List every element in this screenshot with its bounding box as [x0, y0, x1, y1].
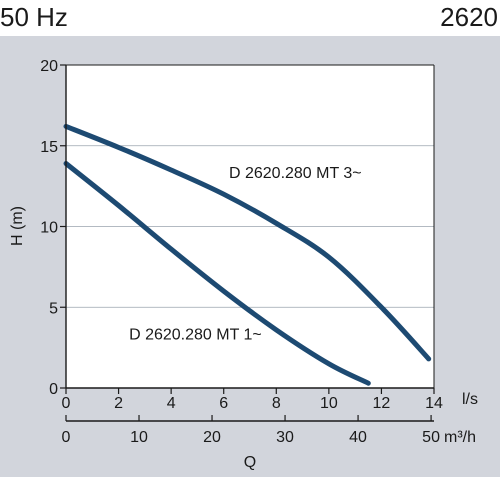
y-tick-label-15: 15	[40, 139, 58, 156]
x-tick-label-2: 2	[114, 395, 123, 412]
x2-tick-label-30: 30	[276, 429, 294, 446]
x2-tick-label-0: 0	[62, 429, 71, 446]
curve-label-1: D 2620.280 MT 1~	[129, 327, 262, 344]
model-number: 2620	[440, 2, 498, 32]
x-tick-label-0: 0	[62, 395, 71, 412]
x2-tick-label-40: 40	[349, 429, 367, 446]
x-tick-label-14: 14	[425, 395, 443, 412]
x2-tick-label-20: 20	[203, 429, 221, 446]
x-tick-label-12: 12	[373, 395, 391, 412]
curve-series-0	[63, 123, 432, 362]
y-tick-label-0: 0	[49, 381, 58, 398]
frequency-label: 50 Hz	[0, 2, 68, 32]
x2-tick-label-10: 10	[130, 429, 148, 446]
x-unit-primary: l/s	[462, 391, 478, 408]
y-tick-label-20: 20	[40, 58, 58, 75]
x-axis-title: Q	[244, 454, 256, 471]
curve-series-1	[63, 161, 371, 386]
x-tick-label-8: 8	[272, 395, 281, 412]
header-bar: 50 Hz 2620	[0, 0, 500, 36]
x-unit-secondary: m³/h	[444, 429, 476, 446]
y-tick-label-10: 10	[40, 220, 58, 237]
y-axis-title: H (m)	[9, 206, 26, 246]
y-tick-label-5: 5	[49, 300, 58, 317]
x2-tick-label-50: 50	[422, 429, 440, 446]
x-tick-label-6: 6	[219, 395, 228, 412]
curve-label-0: D 2620.280 MT 3~	[229, 165, 362, 182]
x-tick-label-10: 10	[320, 395, 338, 412]
x-tick-label-4: 4	[167, 395, 176, 412]
